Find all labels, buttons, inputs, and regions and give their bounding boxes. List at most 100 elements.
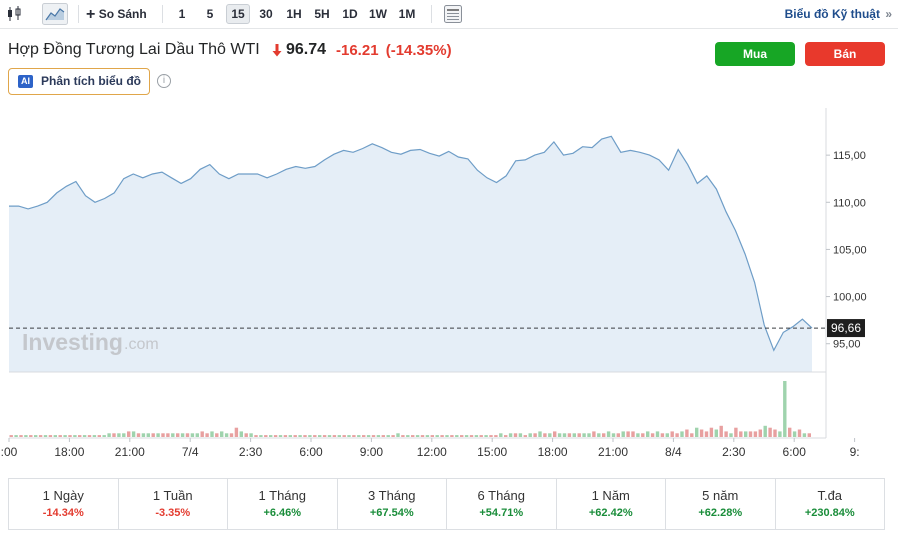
price-chart[interactable]: 115,00 110,00 105,00 100,00 95,00 :00 18:00 21… bbox=[0, 100, 898, 470]
volume-bar bbox=[430, 435, 434, 437]
price-area bbox=[9, 136, 812, 372]
volume-bar bbox=[180, 433, 185, 437]
volume-bar bbox=[366, 435, 371, 437]
volume-bar bbox=[567, 433, 572, 437]
arrow-down-icon bbox=[272, 44, 282, 57]
area-chart-icon[interactable] bbox=[42, 3, 68, 25]
compare-button[interactable]: + So Sánh bbox=[86, 4, 156, 24]
volume-bar bbox=[224, 433, 229, 437]
volume-bar bbox=[171, 433, 175, 437]
x-tick-label: :00 bbox=[1, 445, 18, 459]
interval-5[interactable]: 5 bbox=[206, 7, 214, 21]
performance-cell[interactable]: 3 Tháng +67.54% bbox=[338, 479, 447, 529]
volume-bar bbox=[543, 433, 547, 437]
table-view-icon[interactable] bbox=[443, 4, 463, 24]
info-icon[interactable]: i bbox=[157, 74, 171, 88]
volume-bar bbox=[58, 435, 62, 437]
volume-bar bbox=[611, 433, 616, 437]
volume-bar bbox=[24, 435, 28, 437]
volume-bar bbox=[48, 435, 53, 437]
volume-bar bbox=[185, 433, 190, 437]
volume-bar bbox=[685, 429, 689, 437]
volume-bar bbox=[513, 433, 518, 437]
interval-1[interactable]: 1 bbox=[178, 7, 186, 21]
volume-bar bbox=[415, 435, 420, 437]
volume-bar bbox=[670, 431, 674, 437]
technical-chart-link[interactable]: Biểu đồ Kỹ thuật » bbox=[774, 4, 892, 24]
volume-bar bbox=[508, 433, 513, 437]
x-tick-label: 7/4 bbox=[182, 445, 199, 459]
volume-bar bbox=[386, 435, 390, 437]
volume-bar bbox=[577, 433, 581, 437]
x-tick-label: 15:00 bbox=[477, 445, 507, 459]
performance-cell[interactable]: 1 Ngày -14.34% bbox=[9, 479, 119, 529]
volume-bar bbox=[425, 435, 430, 437]
performance-cell[interactable]: 1 Năm +62.42% bbox=[557, 479, 666, 529]
volume-bar bbox=[734, 427, 738, 437]
interval-1m[interactable]: 1M bbox=[398, 7, 416, 21]
current-price-badge bbox=[827, 319, 865, 338]
toolbar-separator bbox=[78, 5, 79, 23]
performance-cell[interactable]: 1 Tháng +6.46% bbox=[228, 479, 338, 529]
volume-bar bbox=[239, 431, 243, 437]
buy-button[interactable]: Mua bbox=[715, 42, 795, 66]
volume-bar bbox=[695, 427, 699, 437]
performance-value: -3.35% bbox=[155, 507, 191, 519]
volume-bar bbox=[729, 433, 733, 437]
performance-cell[interactable]: T.đa +230.84% bbox=[776, 479, 885, 529]
interval-15[interactable]: 15 bbox=[226, 4, 250, 24]
volume-bar bbox=[748, 431, 753, 437]
volume-bar bbox=[606, 431, 611, 437]
volume-bar bbox=[220, 431, 224, 437]
y-tick-label: 100,00 bbox=[833, 292, 867, 304]
volume-bar bbox=[758, 429, 762, 437]
sell-button[interactable]: Bán bbox=[805, 42, 885, 66]
volume-bar bbox=[616, 433, 620, 437]
interval-1h[interactable]: 1H bbox=[286, 7, 302, 21]
double-chevron-right-icon: » bbox=[885, 7, 892, 21]
volume-bar bbox=[484, 435, 488, 437]
volume-bar bbox=[200, 431, 204, 437]
volume-bar bbox=[136, 433, 141, 437]
performance-cell[interactable]: 6 Tháng +54.71% bbox=[447, 479, 557, 529]
volume-bar bbox=[14, 435, 18, 437]
volume-bar bbox=[773, 429, 777, 437]
volume-bar bbox=[719, 425, 723, 437]
volume-bar bbox=[464, 435, 469, 437]
volume-bar bbox=[176, 433, 180, 437]
volume-bar bbox=[337, 435, 341, 437]
x-tick-label: 18:00 bbox=[538, 445, 568, 459]
performance-cell[interactable]: 1 Tuần -3.35% bbox=[119, 479, 228, 529]
performance-value: +62.28% bbox=[698, 507, 743, 519]
interval-30[interactable]: 30 bbox=[259, 7, 273, 21]
performance-strip: 1 Ngày -14.34% 1 Tuần -3.35% 1 Tháng +6.46% 3 … bbox=[8, 478, 885, 530]
candlestick-icon[interactable] bbox=[6, 5, 24, 23]
volume-bar bbox=[381, 435, 385, 437]
volume-bar bbox=[269, 435, 273, 437]
volume-bar bbox=[494, 435, 498, 437]
volume-bar bbox=[322, 435, 327, 437]
interval-5h[interactable]: 5H bbox=[314, 7, 330, 21]
interval-1d[interactable]: 1D bbox=[342, 7, 358, 21]
volume-bar bbox=[435, 435, 439, 437]
volume-bar bbox=[308, 435, 312, 437]
volume-bar bbox=[582, 433, 586, 437]
volume-bar bbox=[460, 435, 464, 437]
volume-bar bbox=[450, 435, 454, 437]
performance-value: +62.42% bbox=[588, 507, 633, 519]
x-tick-label: 6:00 bbox=[299, 445, 323, 459]
change-percent: (-14.35%) bbox=[385, 42, 452, 59]
last-price: 96.74 bbox=[286, 41, 327, 58]
volume-bar bbox=[504, 435, 508, 437]
volume-bar bbox=[783, 381, 787, 437]
volume-bar bbox=[401, 435, 405, 437]
volume-bar bbox=[411, 435, 415, 437]
y-tick-label: 110,00 bbox=[833, 197, 866, 209]
volume-bar bbox=[53, 435, 57, 437]
volume-bar bbox=[166, 433, 170, 437]
performance-cell[interactable]: 5 năm +62.28% bbox=[666, 479, 776, 529]
volume-bar bbox=[141, 433, 146, 437]
ai-chart-analysis-button[interactable]: AI Phân tích biểu đồ bbox=[8, 68, 150, 95]
change-value: -16.21 bbox=[336, 42, 379, 59]
interval-1w[interactable]: 1W bbox=[369, 7, 387, 21]
